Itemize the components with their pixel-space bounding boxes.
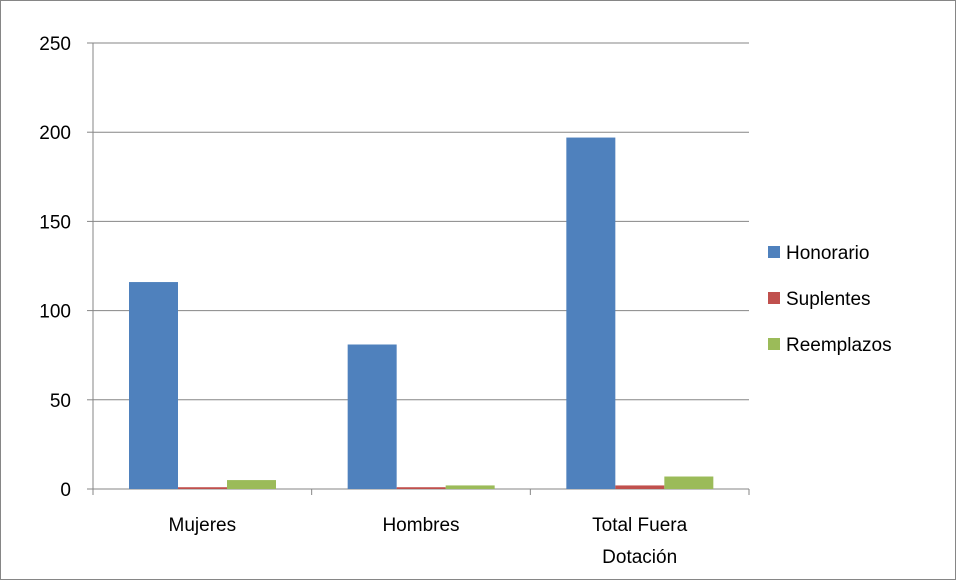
y-tick-label: 250: [39, 34, 71, 55]
legend-swatch-suplentes: [768, 292, 780, 304]
bar-suplentes-2: [615, 485, 665, 489]
bar-suplentes-0: [178, 487, 227, 489]
legend-swatch-reemplazos: [768, 338, 780, 350]
bar-reemplazos-0: [227, 480, 276, 489]
x-tick-label: Mujeres: [169, 515, 237, 536]
legend-swatch-honorario: [768, 246, 780, 258]
legend-label-reemplazos: Reemplazos: [786, 335, 892, 356]
x-tick-label: Total Fuera: [592, 515, 687, 536]
bar-reemplazos-1: [445, 485, 495, 489]
gridlines: [93, 42, 749, 401]
legend-label-honorario: Honorario: [786, 243, 869, 264]
bar-honorario-2: [566, 137, 616, 489]
x-axis-tick-labels: Mujeres Hombres Total Fuera Dotación: [169, 515, 688, 568]
y-tick-label: 150: [39, 212, 71, 233]
legend: Honorario Suplentes Reemplazos: [768, 243, 892, 356]
y-tick-label: 100: [39, 302, 71, 323]
legend-label-suplentes: Suplentes: [786, 289, 871, 310]
y-tick-label: 200: [39, 123, 71, 144]
y-tick-label: 0: [60, 480, 71, 501]
y-tick-label: 50: [50, 391, 71, 412]
axes: [87, 42, 750, 495]
bar-honorario-0: [129, 282, 178, 489]
x-tick-label: Hombres: [382, 515, 459, 536]
bars: [129, 137, 714, 489]
y-axis-tick-labels: 0 50 100 150 200 250: [39, 34, 71, 501]
bar-honorario-1: [347, 344, 397, 489]
bar-reemplazos-2: [664, 476, 714, 489]
x-tick-label: Dotación: [602, 547, 677, 568]
bar-suplentes-1: [396, 487, 446, 489]
